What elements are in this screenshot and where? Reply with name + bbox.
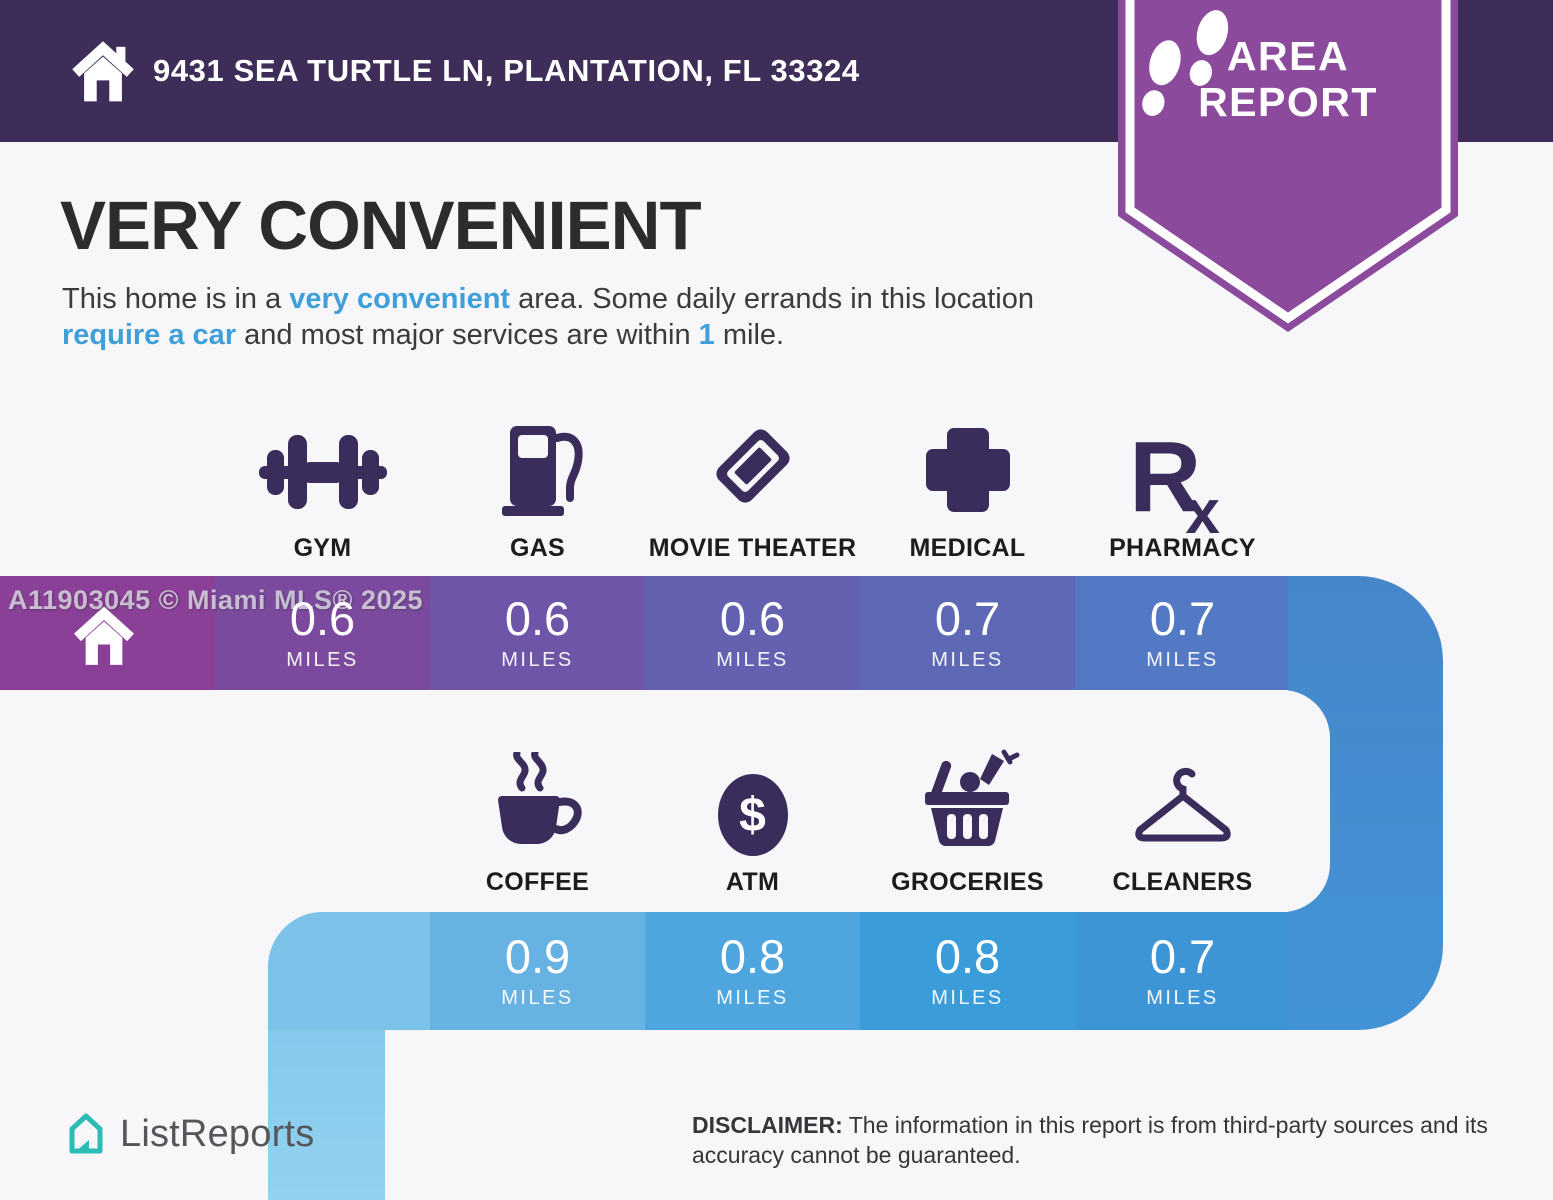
ribbon-seg-atm bbox=[645, 912, 860, 1030]
summary-highlight: require a car bbox=[62, 318, 237, 351]
poi-label: GYM bbox=[293, 534, 352, 562]
poi-coffee: COFFEE bbox=[430, 736, 645, 897]
distance-value: 0.8 bbox=[719, 929, 786, 983]
distance-gas: 0.6 MILES bbox=[430, 576, 645, 690]
distance-value: 0.6 bbox=[719, 591, 786, 645]
poi-label: ATM bbox=[725, 868, 780, 896]
rx-letter-r: R bbox=[1129, 421, 1202, 533]
grocery-basket-icon bbox=[924, 749, 1019, 847]
hanger-icon bbox=[1134, 767, 1231, 842]
distance-medical: 0.7 MILES bbox=[860, 576, 1075, 690]
poi-groceries: GROCERIES bbox=[860, 736, 1075, 897]
poi-label: MOVIE THEATER bbox=[648, 534, 857, 562]
ribbon-seg-coffee bbox=[430, 912, 645, 1030]
ribbon-seg-gas bbox=[430, 576, 645, 690]
badge-title: AREA REPORT bbox=[1118, 33, 1458, 126]
distance-unit: MILES bbox=[931, 648, 1004, 671]
coffee-cup-icon bbox=[497, 752, 582, 845]
ribbon-seg-medical bbox=[860, 576, 1075, 690]
distance-value: 0.7 bbox=[1149, 929, 1216, 983]
disclaimer-text: DISCLAIMER: The information in this repo… bbox=[692, 1110, 1502, 1171]
summary-highlight: very convenient bbox=[289, 283, 511, 315]
area-report-badge: AREA REPORT bbox=[1118, 0, 1458, 332]
distance-unit: MILES bbox=[286, 648, 359, 671]
distance-value: 0.6 bbox=[504, 591, 571, 645]
summary-part: mile. bbox=[714, 318, 785, 351]
distance-unit: MILES bbox=[1146, 648, 1219, 671]
ticket-icon bbox=[715, 429, 790, 503]
poi-atm: $ ATM bbox=[645, 736, 860, 897]
distance-pharmacy: 0.7 MILES bbox=[1075, 576, 1290, 690]
poi-label: CLEANERS bbox=[1112, 868, 1253, 896]
distance-value: 0.7 bbox=[934, 591, 1001, 645]
distance-atm: 0.8 MILES bbox=[645, 912, 860, 1030]
poi-label: COFFEE bbox=[485, 868, 590, 896]
ribbon-right-connector bbox=[1288, 576, 1443, 1030]
poi-label: GROCERIES bbox=[891, 868, 1044, 896]
distance-value: 0.8 bbox=[934, 929, 1001, 983]
poi-label: MEDICAL bbox=[909, 534, 1026, 562]
summary-highlight: 1 bbox=[698, 318, 715, 351]
summary-part: This home is in a bbox=[62, 283, 290, 315]
badge-line1: AREA bbox=[1226, 33, 1350, 79]
property-address: 9431 SEA TURTLE LN, PLANTATION, FL 33324 bbox=[153, 53, 860, 88]
ribbon-seg-movie bbox=[645, 576, 860, 690]
poi-label: GAS bbox=[509, 534, 566, 562]
medical-cross-icon bbox=[925, 428, 1010, 512]
distance-value: 0.6 bbox=[289, 591, 356, 645]
listreports-logo: ListReports bbox=[64, 1110, 314, 1158]
summary-part: area. Some daily errands in this locatio… bbox=[510, 283, 1034, 315]
poi-gym: GYM bbox=[215, 402, 430, 563]
summary-part: and most major services are within bbox=[236, 318, 699, 351]
ribbon-seg-gym bbox=[215, 576, 430, 690]
poi-gas: GAS bbox=[430, 402, 645, 563]
page-title: VERY CONVENIENT bbox=[60, 187, 702, 264]
disclaimer-label: DISCLAIMER: bbox=[692, 1112, 843, 1138]
poi-pharmacy: Rx PHARMACY bbox=[1075, 402, 1290, 563]
rx-letter-x: x bbox=[1185, 478, 1220, 547]
distance-value: 0.9 bbox=[504, 929, 571, 983]
distance-unit: MILES bbox=[716, 648, 789, 671]
distance-unit: MILES bbox=[931, 986, 1004, 1009]
distance-cleaners: 0.7 MILES bbox=[1075, 912, 1290, 1030]
distance-gym: 0.6 MILES bbox=[215, 576, 430, 690]
summary-text: This home is in a very convenient area. … bbox=[62, 282, 1107, 354]
rx-icon: Rx bbox=[1129, 427, 1236, 543]
footprints-icon bbox=[1142, 10, 1229, 116]
dumbbell-icon bbox=[258, 435, 387, 509]
ribbon-seg-cleaners bbox=[1075, 912, 1288, 1030]
poi-label: PHARMACY bbox=[1109, 534, 1256, 562]
ribbon-seg-pharmacy bbox=[1075, 576, 1288, 690]
poi-cleaners: CLEANERS bbox=[1075, 736, 1290, 897]
poi-movie-theater: MOVIE THEATER bbox=[645, 402, 860, 563]
distance-groceries: 0.8 MILES bbox=[860, 912, 1075, 1030]
badge-line2: REPORT bbox=[1198, 78, 1378, 125]
dollar-sign: $ bbox=[739, 788, 766, 842]
distance-movie-theater: 0.6 MILES bbox=[645, 576, 860, 690]
distance-unit: MILES bbox=[501, 648, 574, 671]
listreports-logo-icon bbox=[69, 1113, 103, 1154]
home-icon bbox=[72, 41, 134, 102]
gas-pump-icon bbox=[501, 426, 583, 516]
distance-unit: MILES bbox=[716, 986, 789, 1009]
home-icon bbox=[74, 606, 134, 665]
mls-watermark: A11903045 © Miami MLS® 2025 bbox=[8, 585, 424, 615]
listreports-logo-text: ListReports bbox=[120, 1112, 315, 1155]
dollar-atm-icon: $ bbox=[717, 774, 788, 856]
poi-medical: MEDICAL bbox=[860, 402, 1075, 563]
disclaimer-body: The information in this report is from t… bbox=[692, 1112, 1488, 1169]
ribbon-seg-turn bbox=[268, 912, 430, 1030]
distance-coffee: 0.9 MILES bbox=[430, 912, 645, 1030]
distance-unit: MILES bbox=[1146, 986, 1219, 1009]
distance-value: 0.7 bbox=[1149, 591, 1216, 645]
ribbon-seg-groceries bbox=[860, 912, 1075, 1030]
distance-unit: MILES bbox=[501, 986, 574, 1009]
